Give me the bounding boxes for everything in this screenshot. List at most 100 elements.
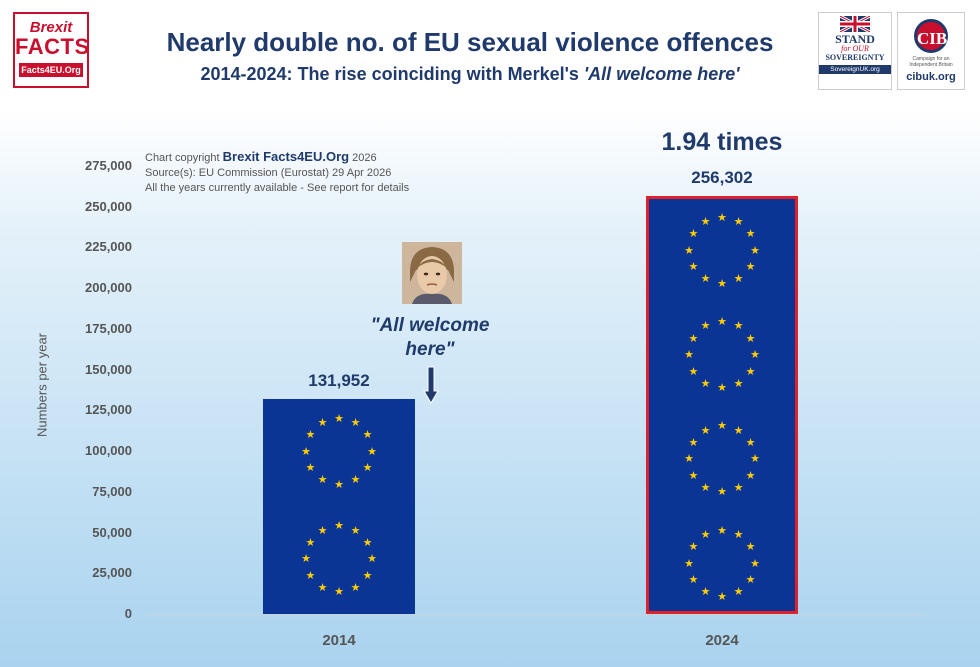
copyright-brand: Brexit Facts4EU.Org [222, 149, 350, 164]
source-line: Source(s): EU Commission (Eurostat) 29 A… [145, 167, 392, 179]
eu-star-icon: ★ [688, 541, 699, 554]
stand-for-our-sovereignty-logo[interactable]: STAND for OUR SOVEREIGNTY SovereignUK.or… [818, 12, 892, 90]
eu-star-icon: ★ [745, 261, 756, 274]
eu-star-icon: ★ [350, 524, 361, 537]
copyright-prefix: Chart copyright [145, 152, 223, 164]
eu-star-icon: ★ [717, 211, 727, 224]
y-tick-label: 0 [124, 606, 132, 621]
eu-star-icon: ★ [684, 349, 694, 362]
y-tick-label: 175,000 [85, 320, 132, 336]
eu-star-icon: ★ [350, 474, 361, 487]
chart-title: Nearly double no. of EU sexual violence … [166, 27, 774, 57]
eu-star-icon: ★ [717, 277, 727, 290]
eu-star-icon: ★ [688, 469, 699, 482]
chart-credits: Chart copyright Brexit Facts4EU.Org 2026… [145, 149, 409, 196]
eu-star-icon: ★ [305, 429, 316, 442]
eu-star-icon: ★ [688, 261, 699, 274]
eu-star-icon: ★ [733, 529, 744, 542]
eu-star-icon: ★ [688, 436, 699, 449]
eu-star-icon: ★ [745, 469, 756, 482]
eu-star-icon: ★ [334, 520, 344, 533]
eu-star-icon: ★ [362, 536, 373, 549]
eu-star-icon: ★ [700, 377, 711, 390]
subtitle-prefix: 2014-2024: The rise coinciding with Merk… [200, 64, 584, 84]
down-arrow-icon [423, 366, 439, 404]
eu-star-icon: ★ [717, 486, 727, 499]
note-line: All the years currently available - See … [145, 182, 410, 194]
eu-star-icon: ★ [700, 216, 711, 229]
eu-star-icon: ★ [750, 349, 760, 362]
cib-tagline: Campaign for an Independent Britain [909, 56, 953, 68]
eu-star-icon: ★ [745, 574, 756, 587]
eu-star-icon: ★ [700, 320, 711, 333]
all-welcome-here-annotation: "All welcome here" [355, 314, 505, 362]
eu-star-icon: ★ [733, 216, 744, 229]
eu-star-icon: ★ [305, 536, 316, 549]
eu-star-icon: ★ [362, 569, 373, 582]
eu-star-icon: ★ [700, 586, 711, 599]
eu-star-icon: ★ [367, 445, 377, 458]
eu-star-icon: ★ [733, 273, 744, 286]
eu-star-icon: ★ [745, 436, 756, 449]
stand-url: SovereignUK.org [819, 65, 891, 74]
eu-star-icon: ★ [717, 382, 727, 395]
y-tick-label: 225,000 [85, 239, 132, 255]
eu-star-icon: ★ [334, 586, 344, 599]
eu-star-icon: ★ [317, 524, 328, 537]
y-tick-label: 75,000 [92, 483, 132, 499]
eu-star-icon: ★ [750, 244, 760, 257]
y-tick-label: 100,000 [85, 443, 132, 459]
eu-star-icon: ★ [684, 453, 694, 466]
eu-star-icon: ★ [700, 529, 711, 542]
eu-star-icon: ★ [745, 332, 756, 345]
eu-star-icon: ★ [717, 590, 727, 603]
eu-star-icon: ★ [317, 474, 328, 487]
y-tick-label: 200,000 [85, 280, 132, 296]
cib-logo[interactable]: CIB Campaign for an Independent Britain … [897, 12, 965, 90]
cib-url: cibuk.org [906, 71, 956, 83]
eu-star-icon: ★ [700, 424, 711, 437]
cib-mark: CIB [914, 19, 948, 53]
stand-line-2: for OUR [841, 44, 869, 53]
eu-star-icon: ★ [733, 424, 744, 437]
data-label-2024: 256,302 [691, 168, 753, 188]
y-tick-label: 250,000 [85, 198, 132, 214]
y-tick-label: 25,000 [92, 565, 132, 581]
logo-line-3: Facts4EU.Org [19, 63, 83, 77]
merkel-portrait [402, 242, 462, 304]
eu-star-icon: ★ [684, 557, 694, 570]
eu-star-icon: ★ [688, 228, 699, 241]
x-tick-label: 2014 [322, 632, 356, 649]
quote-line-2: here" [405, 339, 455, 360]
copyright-year: 2026 [349, 152, 377, 164]
logo-line-2: FACTS [15, 34, 90, 59]
eu-star-icon: ★ [717, 524, 727, 537]
eu-star-icon: ★ [301, 553, 311, 566]
eu-star-icon: ★ [717, 420, 727, 433]
eu-star-icon: ★ [717, 316, 727, 329]
eu-star-icon: ★ [745, 365, 756, 378]
eu-star-icon: ★ [367, 553, 377, 566]
y-tick-label: 125,000 [85, 402, 132, 418]
subtitle-quote: 'All welcome here' [583, 64, 740, 84]
eu-star-icon: ★ [305, 569, 316, 582]
data-label-2014: 131,952 [308, 371, 370, 391]
eu-star-icon: ★ [334, 478, 344, 491]
eu-star-icon: ★ [733, 586, 744, 599]
eu-star-icon: ★ [305, 462, 316, 475]
quote-line-1: "All welcome [370, 315, 490, 336]
eu-star-icon: ★ [750, 453, 760, 466]
eu-star-icon: ★ [750, 557, 760, 570]
eu-star-icon: ★ [733, 320, 744, 333]
eu-star-icon: ★ [350, 417, 361, 430]
chart-subtitle: 2014-2024: The rise coinciding with Merk… [110, 64, 830, 85]
eu-star-icon: ★ [733, 481, 744, 494]
bar-2014: ★ ★ ★ ★ ★ ★ ★ ★ ★ ★ ★ ★ ★ ★ ★ ★ ★ ★ ★ ★ ★ ★ ★ ★ [263, 399, 415, 614]
eu-star-icon: ★ [362, 429, 373, 442]
eu-star-icon: ★ [362, 462, 373, 475]
stand-line-1: STAND [835, 32, 875, 46]
x-tick-label: 2024 [705, 632, 739, 649]
brexit-facts-logo[interactable]: Brexit FACTS Facts4EU.Org [13, 12, 89, 88]
stand-line-3: SOVEREIGNTY [825, 53, 885, 62]
